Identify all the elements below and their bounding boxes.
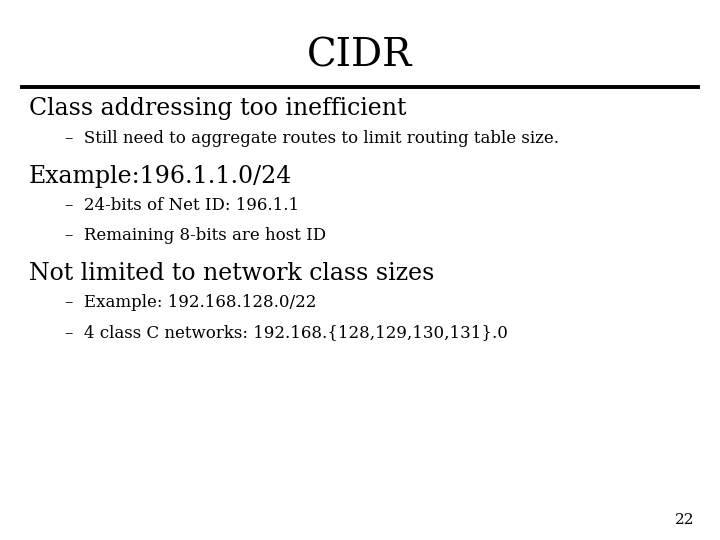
Text: –  24-bits of Net ID: 196.1.1: – 24-bits of Net ID: 196.1.1: [65, 197, 299, 214]
Text: 22: 22: [675, 512, 695, 526]
Text: CIDR: CIDR: [307, 38, 413, 75]
Text: –  4 class C networks: 192.168.{128,129,130,131}.0: – 4 class C networks: 192.168.{128,129,1…: [65, 324, 508, 341]
Text: Not limited to network class sizes: Not limited to network class sizes: [29, 262, 434, 285]
Text: Example:196.1.1.0/24: Example:196.1.1.0/24: [29, 165, 292, 188]
Text: –  Still need to aggregate routes to limit routing table size.: – Still need to aggregate routes to limi…: [65, 130, 559, 146]
Text: –  Example: 192.168.128.0/22: – Example: 192.168.128.0/22: [65, 294, 316, 311]
Text: Class addressing too inefficient: Class addressing too inefficient: [29, 97, 406, 120]
Text: –  Remaining 8-bits are host ID: – Remaining 8-bits are host ID: [65, 227, 326, 244]
